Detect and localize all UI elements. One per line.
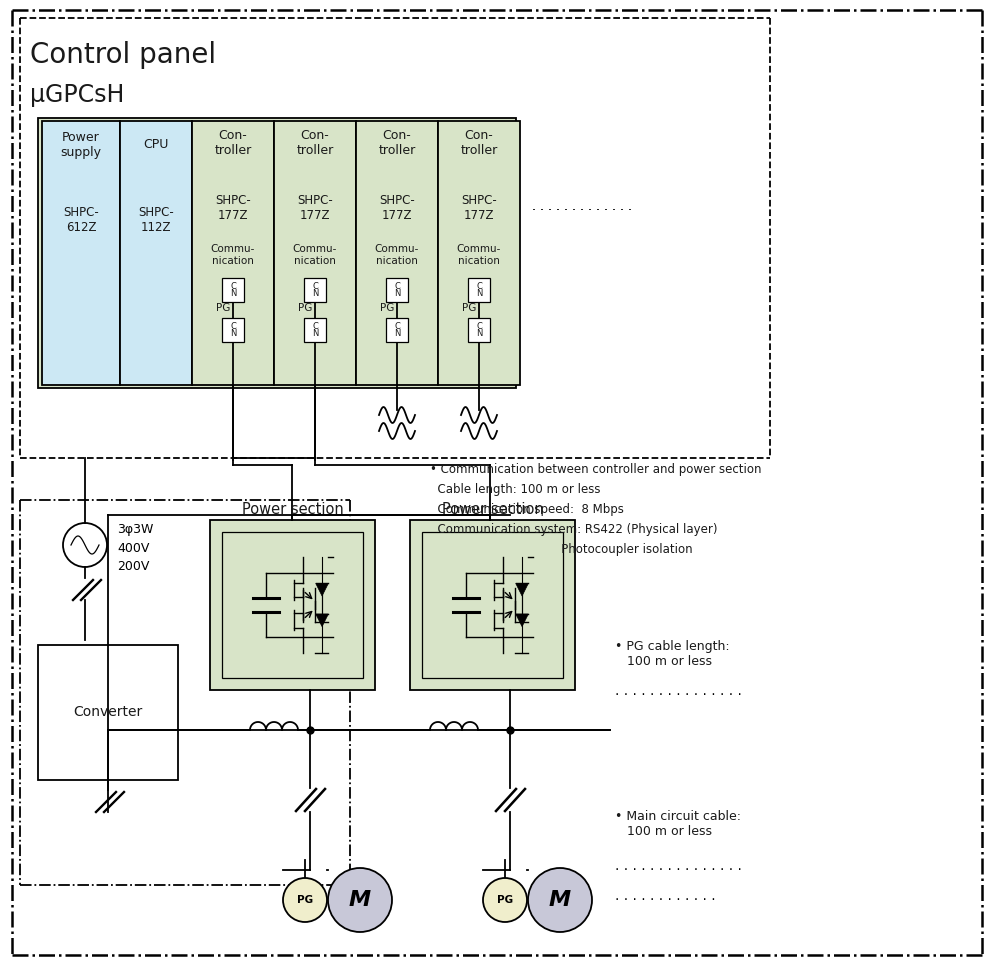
Text: Control panel: Control panel (30, 41, 216, 69)
Text: PG: PG (462, 303, 476, 313)
Text: • Main circuit cable:
   100 m or less: • Main circuit cable: 100 m or less (615, 810, 741, 838)
Text: C
N: C N (394, 321, 400, 339)
Text: M: M (549, 890, 571, 910)
Bar (386, 318, 408, 342)
Text: C
N: C N (312, 282, 319, 298)
Text: Communication system: RS422 (Physical layer): Communication system: RS422 (Physical la… (430, 523, 717, 537)
Text: · · · · · · · · · · · ·: · · · · · · · · · · · · (615, 893, 715, 907)
Text: SHPC-
177Z: SHPC- 177Z (215, 194, 250, 222)
Bar (468, 318, 490, 342)
Bar (222, 532, 363, 678)
Text: C
N: C N (229, 282, 236, 298)
Text: · · · · · · · · · · · · ·: · · · · · · · · · · · · · (532, 204, 632, 216)
Text: Con-
troller: Con- troller (379, 129, 416, 157)
Polygon shape (316, 614, 329, 626)
Text: Con-
troller: Con- troller (297, 129, 334, 157)
Text: C
N: C N (312, 321, 319, 339)
Polygon shape (516, 584, 528, 596)
Polygon shape (516, 614, 528, 626)
Polygon shape (316, 584, 329, 596)
Bar (38, 645, 178, 780)
Text: Communication speed:  8 Mbps: Communication speed: 8 Mbps (430, 504, 624, 516)
Circle shape (528, 868, 592, 932)
Bar (304, 318, 326, 342)
Bar (222, 278, 244, 302)
Text: 200V: 200V (117, 560, 149, 572)
Bar (468, 278, 490, 302)
Bar (210, 520, 375, 690)
Text: Cable length: 100 m or less: Cable length: 100 m or less (430, 483, 600, 497)
Text: · · · · · · · · · · · · · · ·: · · · · · · · · · · · · · · · (615, 688, 741, 702)
Text: C
N: C N (476, 282, 482, 298)
Bar (42, 121, 120, 385)
Text: Commu-
nication: Commu- nication (293, 244, 338, 265)
Text: PG: PG (297, 895, 313, 905)
Bar (222, 318, 244, 342)
Text: CPU: CPU (143, 139, 168, 152)
Text: Commu-
nication: Commu- nication (457, 244, 501, 265)
Bar (410, 520, 575, 690)
Text: · · · · · · · · · · · · · · ·: · · · · · · · · · · · · · · · (615, 863, 741, 877)
Text: C
N: C N (394, 282, 400, 298)
Text: Commu-
nication: Commu- nication (210, 244, 256, 265)
Bar (422, 532, 563, 678)
Text: Con-
troller: Con- troller (214, 129, 252, 157)
Bar (192, 121, 274, 385)
Bar (438, 121, 520, 385)
Text: Power section: Power section (442, 503, 543, 517)
Text: μGPCsH: μGPCsH (30, 83, 124, 107)
Text: C
N: C N (476, 321, 482, 339)
Text: SHPC-
177Z: SHPC- 177Z (379, 194, 415, 222)
Text: PG: PG (380, 303, 394, 313)
Circle shape (328, 868, 392, 932)
Text: SHPC-
612Z: SHPC- 612Z (63, 206, 99, 234)
Text: SHPC-
177Z: SHPC- 177Z (461, 194, 497, 222)
Text: Power
supply: Power supply (60, 131, 101, 159)
Bar (304, 278, 326, 302)
Bar (38, 118, 516, 388)
Text: 3φ3W: 3φ3W (117, 523, 153, 537)
Text: SHPC-
112Z: SHPC- 112Z (138, 206, 174, 234)
Bar (356, 121, 438, 385)
Bar (274, 121, 356, 385)
Text: C
N: C N (229, 321, 236, 339)
Text: • PG cable length:
   100 m or less: • PG cable length: 100 m or less (615, 640, 729, 668)
Bar (120, 121, 192, 385)
Text: Con-
troller: Con- troller (460, 129, 498, 157)
Text: PG: PG (298, 303, 313, 313)
Text: SHPC-
177Z: SHPC- 177Z (298, 194, 333, 222)
Text: M: M (349, 890, 371, 910)
Text: Converter: Converter (73, 705, 142, 720)
Circle shape (483, 878, 527, 922)
Bar (386, 278, 408, 302)
Text: PG: PG (215, 303, 230, 313)
Text: Photocoupler isolation: Photocoupler isolation (430, 543, 692, 557)
Text: Commu-
nication: Commu- nication (375, 244, 419, 265)
Text: PG: PG (497, 895, 513, 905)
Text: 400V: 400V (117, 541, 149, 555)
Text: Power section: Power section (241, 503, 344, 517)
Text: · · · · · · · · · · · · ·: · · · · · · · · · · · · · (532, 204, 632, 216)
Text: • Communication between controller and power section: • Communication between controller and p… (430, 463, 762, 477)
Circle shape (283, 878, 327, 922)
